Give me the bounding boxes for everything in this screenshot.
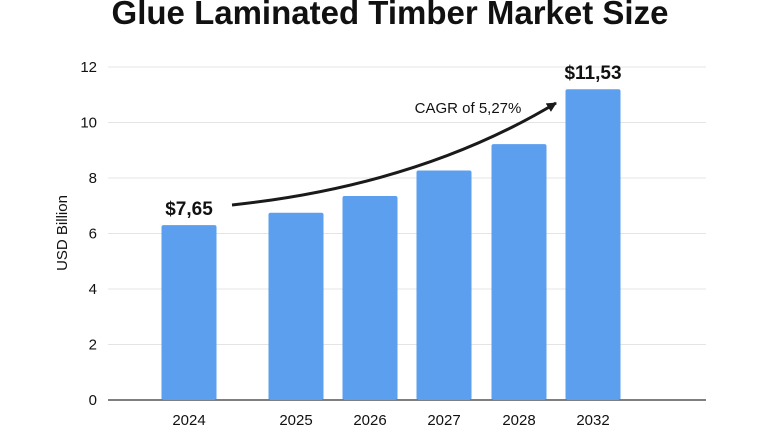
x-category-label: 2025 — [279, 412, 312, 429]
x-category-label: 2027 — [427, 412, 460, 429]
x-category-label: 2024 — [172, 412, 205, 429]
y-tick-label: 10 — [80, 115, 97, 132]
x-category-label: 2032 — [576, 412, 609, 429]
y-tick-label: 0 — [89, 392, 97, 409]
y-tick-label: 2 — [89, 337, 97, 354]
data-label-2024: $7,65 — [165, 199, 213, 220]
y-tick-label: 12 — [80, 59, 97, 76]
chart-title: Glue Laminated Timber Market Size — [111, 0, 669, 31]
cagr-arrow — [231, 101, 557, 207]
bar-2026 — [342, 196, 398, 400]
bar-2028 — [491, 144, 547, 400]
bar-2027 — [416, 170, 472, 400]
y-tick-label: 4 — [89, 281, 97, 298]
y-tick-label: 8 — [89, 170, 97, 187]
cagr-annotation: CAGR of 5,27% — [415, 100, 522, 117]
y-axis-ticks: 0 2 4 6 8 10 12 — [80, 59, 97, 409]
bars — [161, 89, 621, 400]
x-category-label: 2026 — [353, 412, 386, 429]
bar-2024 — [161, 225, 217, 400]
x-category-label: 2028 — [502, 412, 535, 429]
bar-2025 — [268, 212, 324, 400]
y-tick-label: 6 — [89, 226, 97, 243]
y-axis-label: USD Billion — [54, 195, 71, 271]
data-labels: $7,65 $11,53 — [165, 63, 621, 220]
data-label-2032: $11,53 — [564, 63, 621, 84]
bar-2032 — [565, 89, 621, 400]
x-axis-categories: 2024 2025 2026 2027 2028 2032 — [172, 412, 609, 429]
